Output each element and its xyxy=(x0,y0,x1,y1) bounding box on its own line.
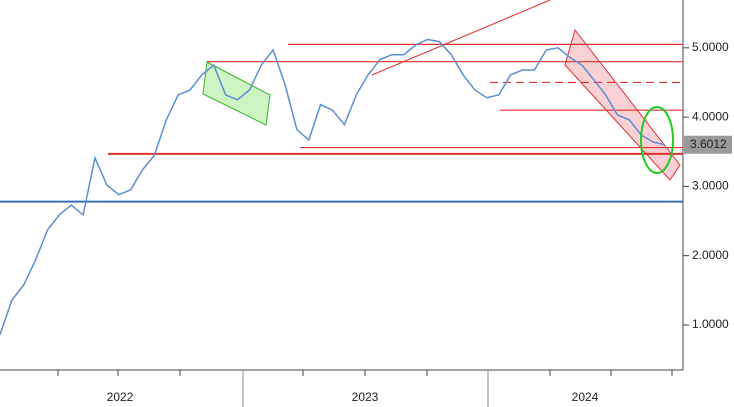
x-tick-label: 2024 xyxy=(572,390,599,404)
last-value-label: 3.6012 xyxy=(690,137,727,151)
y-tick-label: 2.0000 xyxy=(692,248,729,262)
y-tick-label: 4.0000 xyxy=(692,109,729,123)
green-channel xyxy=(202,61,271,126)
x-tick-label: 2023 xyxy=(352,390,379,404)
x-tick-label: 2022 xyxy=(107,390,134,404)
y-tick-label: 5.0000 xyxy=(692,40,729,54)
last-value-box xyxy=(684,135,732,154)
trend-line xyxy=(371,0,551,76)
price-line xyxy=(0,38,666,335)
highlight-circle xyxy=(640,106,674,174)
y-tick-label: 1.0000 xyxy=(692,317,729,331)
y-tick-label: 3.0000 xyxy=(692,179,729,193)
